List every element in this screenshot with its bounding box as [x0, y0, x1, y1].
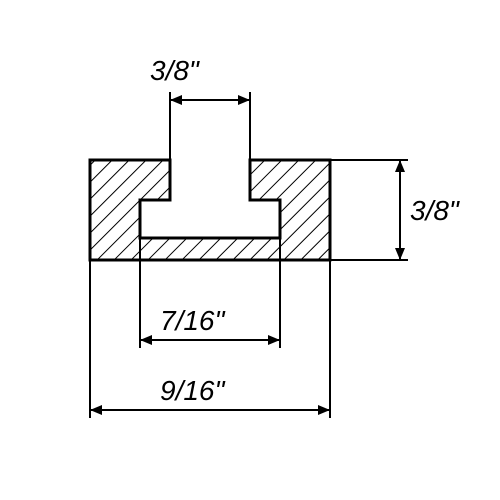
profile-hatch	[90, 160, 330, 260]
dim-top-slot: 3/8"	[150, 55, 250, 160]
dim-bottom-width-label: 9/16"	[160, 375, 225, 406]
dim-top-slot-label: 3/8"	[150, 55, 200, 86]
dim-mid-width-label: 7/16"	[160, 305, 225, 336]
dim-right-height-label: 3/8"	[410, 195, 460, 226]
dim-right-height: 3/8"	[330, 160, 460, 260]
cross-section-diagram: 3/8" 3/8" 7/16" 9/16"	[0, 0, 500, 500]
